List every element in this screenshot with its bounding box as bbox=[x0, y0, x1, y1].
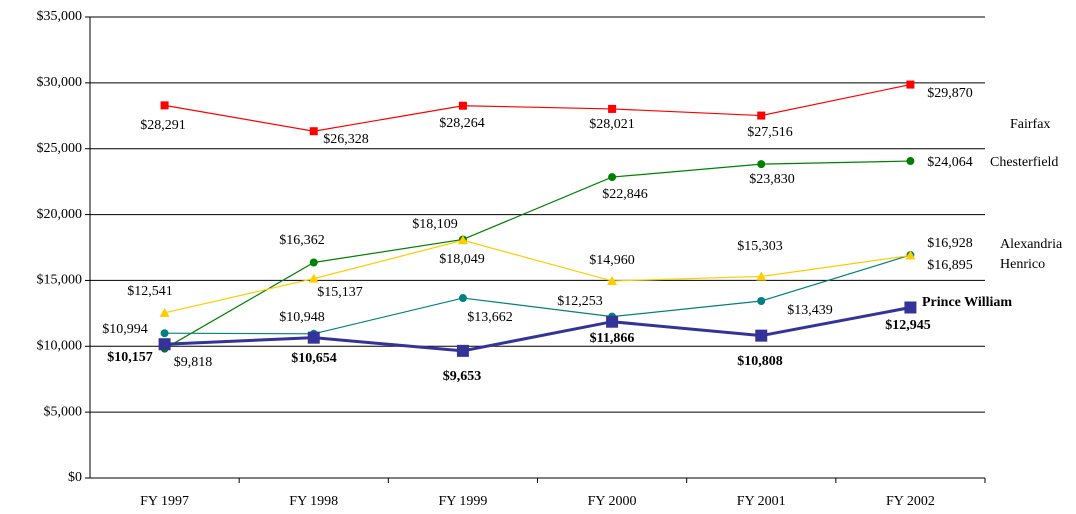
data-label: $15,303 bbox=[737, 239, 783, 254]
marker bbox=[160, 329, 169, 338]
marker bbox=[307, 331, 320, 344]
data-label: $10,808 bbox=[737, 354, 783, 369]
x-tick-label: FY 2000 bbox=[588, 494, 637, 509]
marker bbox=[160, 101, 169, 110]
y-tick-label: $30,000 bbox=[37, 75, 83, 90]
y-tick-label: $25,000 bbox=[37, 141, 83, 156]
marker bbox=[904, 301, 917, 314]
x-tick-label: FY 2001 bbox=[737, 494, 786, 509]
data-label: $10,948 bbox=[279, 310, 325, 325]
data-label: $9,818 bbox=[174, 355, 213, 370]
marker bbox=[309, 127, 318, 136]
data-label: $28,291 bbox=[140, 118, 186, 133]
marker bbox=[608, 173, 617, 182]
data-label: $12,945 bbox=[885, 318, 931, 333]
legend-label: Chesterfield bbox=[990, 155, 1058, 170]
y-tick-label: $5,000 bbox=[44, 404, 83, 419]
data-label: $23,830 bbox=[749, 172, 795, 187]
legend-label: Prince William bbox=[922, 295, 1012, 310]
data-label: $13,662 bbox=[467, 310, 513, 325]
marker bbox=[308, 273, 319, 283]
legend-label: Henrico bbox=[1000, 257, 1045, 272]
data-label: $15,137 bbox=[317, 285, 363, 300]
data-label: $9,653 bbox=[443, 369, 482, 384]
legend-label: Alexandria bbox=[1000, 237, 1063, 252]
y-tick-label: $20,000 bbox=[37, 207, 83, 222]
data-label: $24,064 bbox=[927, 155, 973, 170]
marker bbox=[905, 250, 916, 260]
data-label: $18,049 bbox=[439, 252, 485, 267]
marker bbox=[607, 275, 618, 285]
series-line bbox=[164, 254, 911, 335]
data-label: $10,654 bbox=[291, 351, 337, 366]
data-label: $10,157 bbox=[107, 350, 153, 365]
series-line bbox=[164, 160, 911, 350]
data-label: $16,362 bbox=[279, 233, 325, 248]
y-tick-label: $35,000 bbox=[37, 9, 83, 24]
marker bbox=[608, 104, 617, 113]
marker bbox=[458, 294, 467, 303]
marker bbox=[457, 235, 468, 245]
data-label: $26,328 bbox=[323, 132, 369, 147]
data-label: $18,109 bbox=[412, 217, 458, 232]
x-tick-label: FY 1997 bbox=[140, 494, 189, 509]
x-tick-label: FY 1999 bbox=[438, 494, 487, 509]
marker bbox=[606, 315, 619, 328]
data-label: $22,846 bbox=[602, 187, 648, 202]
data-label: $16,928 bbox=[927, 236, 973, 251]
y-tick-label: $15,000 bbox=[37, 273, 83, 288]
data-label: $28,264 bbox=[439, 116, 485, 131]
marker bbox=[757, 160, 766, 169]
marker bbox=[756, 271, 767, 281]
marker bbox=[456, 344, 469, 357]
data-label: $13,439 bbox=[787, 303, 833, 318]
y-tick-label: $0 bbox=[68, 470, 82, 485]
marker bbox=[906, 80, 915, 89]
data-label: $10,994 bbox=[102, 322, 148, 337]
x-tick-label: FY 1998 bbox=[289, 494, 338, 509]
data-label: $27,516 bbox=[747, 125, 793, 140]
data-label: $28,021 bbox=[589, 117, 635, 132]
y-tick-label: $10,000 bbox=[37, 339, 83, 354]
data-label: $12,253 bbox=[557, 294, 603, 309]
data-label: $11,866 bbox=[590, 331, 635, 346]
data-label: $29,870 bbox=[927, 86, 973, 101]
series-line bbox=[164, 83, 911, 132]
marker bbox=[906, 157, 915, 166]
series-line bbox=[164, 239, 911, 314]
data-label: $16,895 bbox=[927, 258, 973, 273]
marker bbox=[755, 329, 768, 342]
marker bbox=[158, 338, 171, 351]
data-label: $12,541 bbox=[127, 284, 173, 299]
x-tick-label: FY 2002 bbox=[886, 494, 935, 509]
legend-label: Fairfax bbox=[1010, 117, 1050, 132]
marker bbox=[309, 258, 318, 267]
series-line bbox=[164, 306, 911, 353]
data-label: $14,960 bbox=[589, 253, 635, 268]
marker bbox=[159, 307, 170, 317]
marker bbox=[757, 111, 766, 120]
marker bbox=[458, 101, 467, 110]
marker bbox=[757, 296, 766, 305]
